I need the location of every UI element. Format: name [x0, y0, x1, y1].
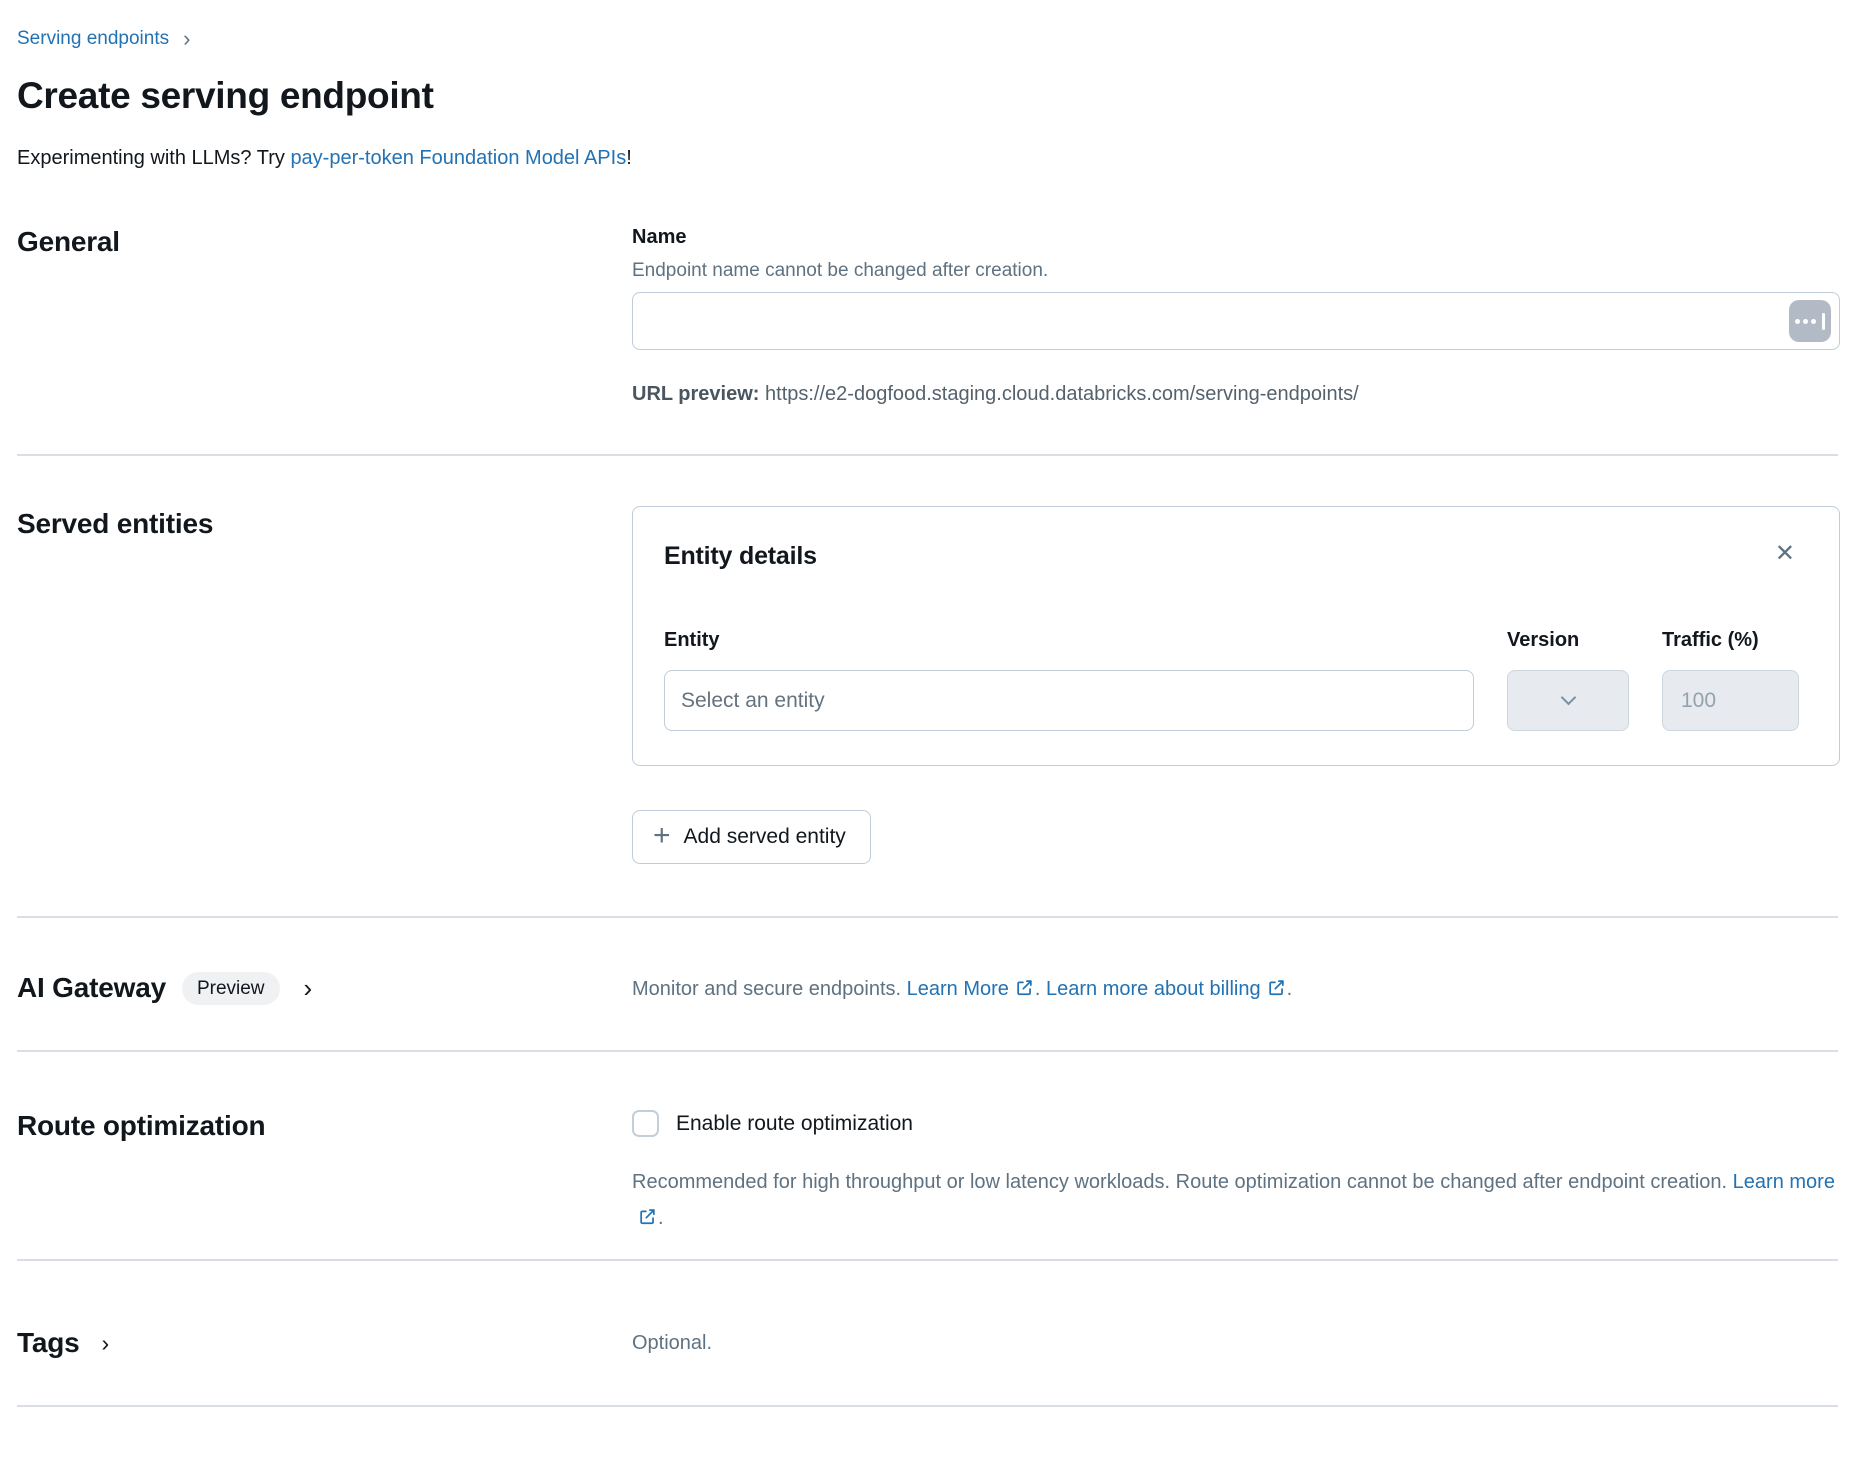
- subtitle-text: Experimenting with LLMs? Try: [17, 147, 291, 169]
- external-link-icon: [1268, 980, 1284, 996]
- route-optimization-section: Route optimization Enable route optimiza…: [17, 1108, 1840, 1236]
- text-cursor-hint-icon: [1789, 300, 1831, 342]
- ai-gateway-section: AI Gateway Preview › Monitor and secure …: [17, 970, 1840, 1006]
- tags-optional-text: Optional.: [632, 1332, 713, 1354]
- ai-gateway-desc-end: .: [1286, 978, 1293, 1000]
- tags-heading: Tags: [17, 1327, 80, 1358]
- enable-route-optimization-checkbox[interactable]: [632, 1110, 659, 1137]
- subtitle-suffix: !: [626, 147, 632, 169]
- ai-gateway-desc-sep: .: [1034, 978, 1047, 1000]
- ai-gateway-expand-chevron-icon[interactable]: ›: [303, 973, 313, 1003]
- entity-select-placeholder: Select an entity: [681, 688, 825, 712]
- route-optimization-description: Recommended for high throughput or low l…: [632, 1164, 1840, 1236]
- route-desc-text: Recommended for high throughput or low l…: [632, 1171, 1733, 1193]
- breadcrumb: Serving endpoints ›: [17, 26, 1840, 52]
- section-divider: [17, 1050, 1838, 1052]
- served-entities-section: Served entities Entity details ✕ Entity …: [17, 506, 1840, 864]
- version-label: Version: [1507, 629, 1580, 651]
- ai-gateway-description: Monitor and secure endpoints. Learn More…: [632, 970, 1840, 1004]
- ai-gateway-heading: AI Gateway: [17, 972, 166, 1003]
- section-divider: [17, 1405, 1838, 1407]
- external-link-icon: [1017, 980, 1032, 996]
- learn-more-billing-link[interactable]: Learn more about billing: [1046, 978, 1287, 1000]
- name-label: Name: [632, 226, 687, 248]
- version-select[interactable]: [1507, 670, 1629, 731]
- page-title: Create serving endpoint: [17, 75, 434, 116]
- url-preview-label: URL preview:: [632, 383, 760, 405]
- entity-details-title: Entity details: [664, 542, 817, 570]
- close-icon[interactable]: ✕: [1774, 540, 1795, 567]
- route-optimization-heading: Route optimization: [17, 1110, 266, 1141]
- traffic-label: Traffic (%): [1662, 629, 1759, 651]
- chevron-down-icon: [1560, 689, 1576, 706]
- enable-route-optimization-label: Enable route optimization: [676, 1112, 913, 1135]
- url-preview-value: https://e2-dogfood.staging.cloud.databri…: [759, 383, 1359, 405]
- tags-section: Tags › Optional.: [17, 1325, 1840, 1361]
- breadcrumb-chevron-icon: ›: [183, 26, 191, 51]
- external-link-icon: [640, 1209, 655, 1225]
- foundation-model-apis-link[interactable]: pay-per-token Foundation Model APIs: [290, 147, 627, 169]
- general-heading: General: [17, 226, 120, 257]
- plus-icon: +: [653, 818, 671, 852]
- tags-expand-chevron-icon[interactable]: ›: [101, 1330, 110, 1356]
- section-divider: [17, 916, 1838, 918]
- learn-more-link[interactable]: Learn More: [907, 978, 1035, 1000]
- section-divider: [17, 1259, 1838, 1261]
- served-entities-heading: Served entities: [17, 508, 214, 539]
- add-served-entity-label: Add served entity: [683, 825, 846, 848]
- ai-gateway-desc-text: Monitor and secure endpoints.: [632, 978, 907, 1000]
- entity-label: Entity: [664, 629, 720, 651]
- url-preview: URL preview: https://e2-dogfood.staging.…: [632, 381, 1840, 408]
- preview-badge: Preview: [181, 971, 280, 1005]
- section-divider: [17, 454, 1838, 456]
- entity-select[interactable]: Select an entity: [664, 670, 1474, 731]
- name-help-text: Endpoint name cannot be changed after cr…: [632, 260, 1049, 281]
- route-desc-end: .: [658, 1207, 664, 1229]
- traffic-input[interactable]: [1662, 670, 1799, 731]
- route-learn-more-link[interactable]: Learn more: [632, 1171, 1835, 1229]
- endpoint-name-input[interactable]: [632, 292, 1840, 350]
- entity-details-card: Entity details ✕ Entity Version Traffic …: [632, 506, 1840, 766]
- general-section: General Name Endpoint name cannot be cha…: [17, 224, 1840, 408]
- subtitle: Experimenting with LLMs? Try pay-per-tok…: [17, 145, 1840, 172]
- breadcrumb-serving-endpoints-link[interactable]: Serving endpoints: [17, 28, 170, 49]
- add-served-entity-button[interactable]: + Add served entity: [632, 810, 871, 864]
